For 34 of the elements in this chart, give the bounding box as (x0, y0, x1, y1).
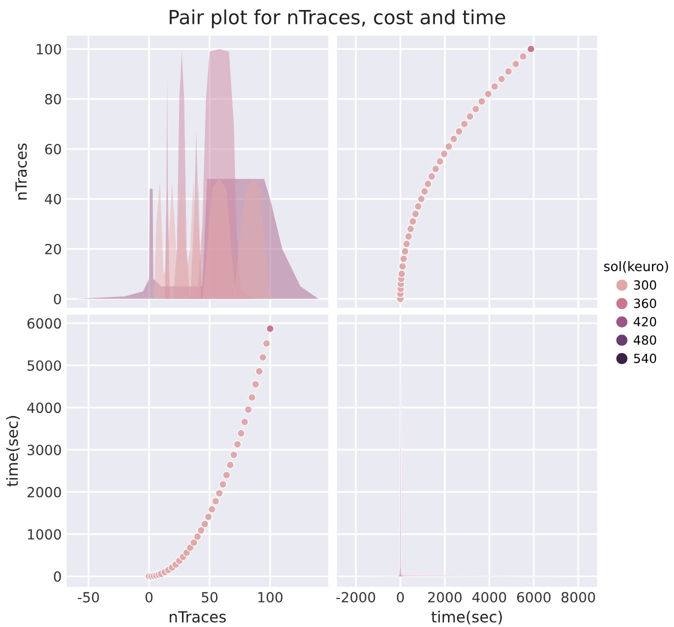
x-tick-label: 4000 (472, 592, 506, 602)
x-tick-label: -2000 (336, 592, 376, 602)
y-axis-title: nTraces (15, 143, 27, 200)
x-tick-label: 6000 (517, 592, 551, 602)
y-tick-label: 80 (45, 94, 61, 104)
legend-label: 360 (634, 298, 656, 308)
x-tick-label: 0 (146, 592, 153, 602)
y-tick-label: 60 (45, 144, 61, 154)
x-tick-label: 2000 (428, 592, 462, 602)
y-tick-label: 1000 (28, 529, 61, 540)
y-tick-label: 20 (45, 244, 61, 254)
y-tick-label: 40 (44, 194, 61, 204)
legend-title: sol(keuro) (604, 261, 668, 273)
legend-label: 540 (634, 354, 656, 364)
y-tick-label: 5000 (28, 360, 61, 371)
x-tick-label: -50 (78, 592, 99, 602)
y-axis-title: time(sec) (6, 416, 20, 486)
x-tick-label: 0 (396, 592, 404, 602)
y-tick-label: 4000 (27, 402, 61, 414)
legend-label: 420 (634, 316, 656, 326)
y-tick-label: 2000 (28, 486, 61, 498)
x-axis-title: time(sec) (431, 610, 502, 624)
x-axis-title: nTraces (170, 611, 226, 623)
y-tick-label: 100 (36, 44, 61, 54)
legend-label: 300 (634, 280, 656, 290)
y-tick-label: 0 (54, 294, 61, 304)
chart-title: Pair plot for nTraces, cost and time (170, 9, 506, 28)
x-tick-label: 8000 (562, 592, 596, 602)
y-tick-label: 3000 (28, 444, 61, 456)
y-tick-label: 0 (54, 571, 61, 582)
x-tick-label: 50 (202, 592, 218, 602)
y-tick-label: 6000 (27, 318, 61, 329)
x-tick-label: 100 (258, 592, 282, 602)
legend-label: 480 (634, 335, 656, 345)
